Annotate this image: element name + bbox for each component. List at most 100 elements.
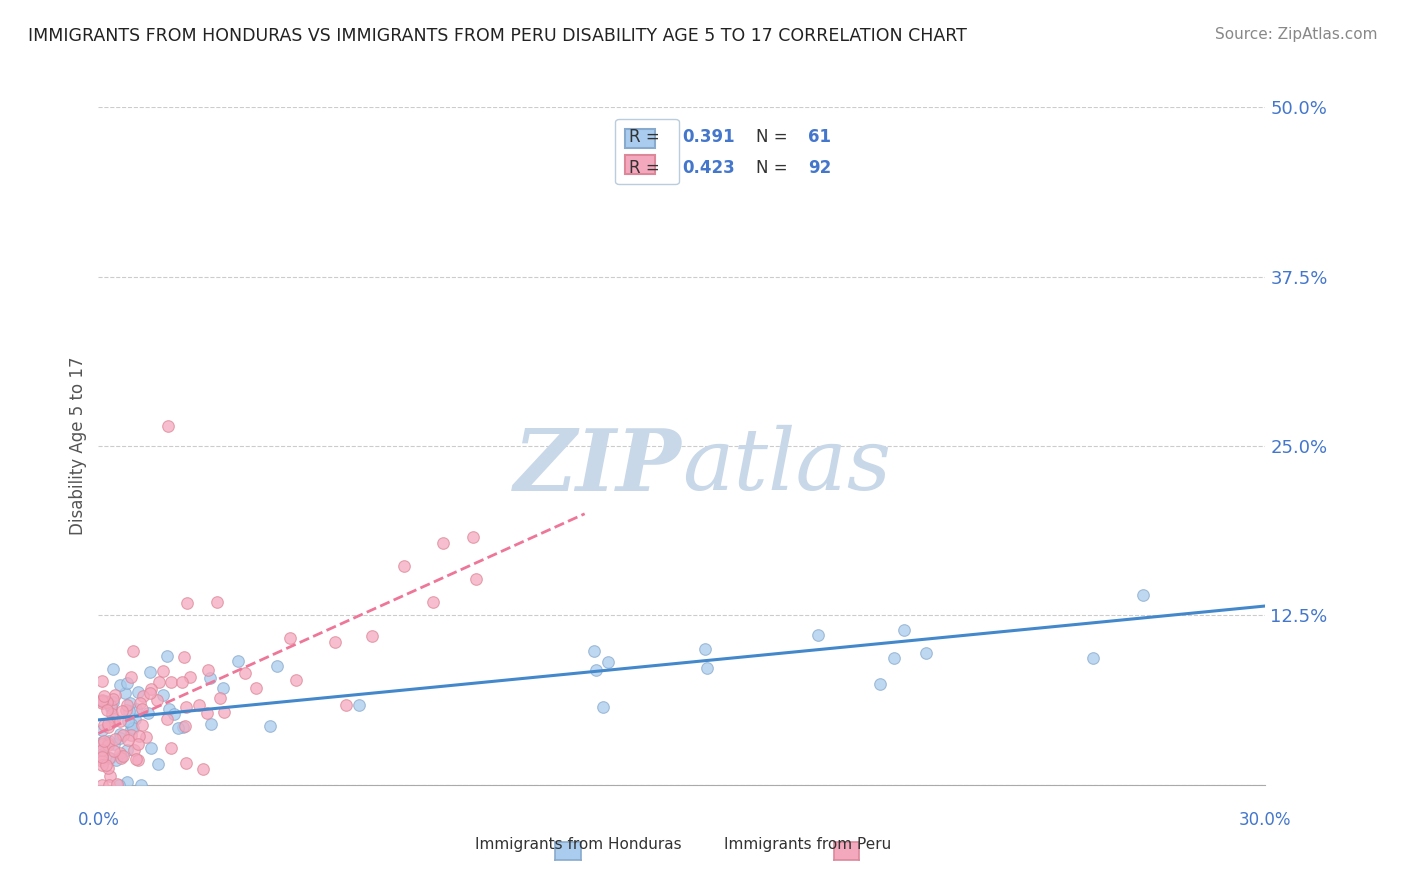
Point [200, 671, 222, 685]
Point [91, 757, 114, 772]
Point [155, 712, 177, 726]
Point [115, 743, 138, 757]
Point [807, 628, 830, 642]
Point [97, 720, 120, 734]
Point [696, 661, 718, 675]
Point [200, 717, 222, 731]
Point [582, 644, 605, 658]
Point [693, 642, 716, 657]
Point [91, 723, 114, 737]
Point [93, 734, 115, 748]
Point [96, 703, 118, 717]
Point [1132, 589, 1154, 603]
Point [111, 704, 134, 718]
Point [122, 721, 145, 735]
Point [91, 735, 114, 749]
Point [105, 753, 128, 767]
Point [98, 769, 121, 783]
Point [148, 756, 170, 771]
Point [173, 650, 195, 665]
Point [335, 698, 357, 713]
Point [160, 740, 183, 755]
Point [205, 595, 228, 609]
Point [233, 665, 256, 680]
Text: 30.0%: 30.0% [1239, 811, 1292, 829]
Point [148, 674, 170, 689]
Point [172, 720, 194, 734]
Point [191, 763, 214, 777]
Point [174, 719, 197, 733]
Point [103, 712, 125, 726]
Point [98, 751, 121, 765]
Point [152, 664, 174, 678]
Point [107, 778, 129, 792]
Point [96, 695, 118, 709]
Point [465, 572, 488, 586]
Point [110, 750, 132, 764]
Point [111, 749, 134, 764]
Point [163, 706, 186, 721]
Point [104, 731, 127, 746]
Point [432, 536, 454, 550]
Point [112, 728, 135, 742]
Point [174, 756, 197, 770]
Point [115, 675, 138, 690]
Point [1081, 651, 1104, 665]
Point [124, 712, 146, 726]
Point [280, 631, 302, 645]
Point [883, 651, 905, 665]
Point [360, 629, 382, 643]
Point [108, 714, 131, 728]
Point [101, 662, 124, 676]
Point [125, 752, 148, 766]
Text: 92: 92 [807, 159, 831, 177]
Legend: , : , [616, 119, 679, 184]
Point [187, 698, 209, 712]
Point [285, 673, 308, 687]
Text: 0.0%: 0.0% [77, 811, 120, 829]
Point [100, 699, 122, 714]
Point [110, 749, 132, 764]
Point [97, 778, 120, 792]
Point [131, 718, 153, 732]
Point [115, 698, 138, 712]
Point [245, 681, 267, 695]
Point [122, 644, 145, 658]
Point [108, 678, 131, 692]
Point [323, 635, 346, 649]
Point [108, 746, 131, 760]
Text: Immigrants from Honduras: Immigrants from Honduras [475, 838, 682, 852]
Point [103, 694, 125, 708]
Point [91, 754, 114, 768]
Point [91, 737, 114, 751]
Point [596, 655, 619, 669]
Point [91, 778, 114, 792]
Point [103, 744, 125, 758]
Point [114, 686, 136, 700]
Point [141, 741, 163, 756]
Point [132, 689, 155, 703]
Point [146, 693, 169, 707]
Point [103, 737, 125, 751]
Point [97, 738, 120, 752]
Y-axis label: Disability Age 5 to 17: Disability Age 5 to 17 [69, 357, 87, 535]
Point [91, 749, 114, 764]
Point [135, 730, 157, 744]
Point [127, 738, 149, 752]
Point [117, 714, 139, 728]
Text: R =: R = [628, 159, 665, 177]
Point [91, 694, 114, 708]
Point [128, 729, 150, 743]
Point [91, 693, 114, 707]
Text: atlas: atlas [682, 425, 891, 508]
Point [120, 717, 142, 731]
Point [585, 663, 607, 677]
Point [174, 699, 197, 714]
Point [124, 701, 146, 715]
Point [139, 665, 162, 679]
Point [98, 734, 121, 748]
Point [347, 698, 370, 712]
Text: R =: R = [628, 128, 665, 146]
Point [120, 728, 142, 742]
Point [118, 696, 141, 710]
